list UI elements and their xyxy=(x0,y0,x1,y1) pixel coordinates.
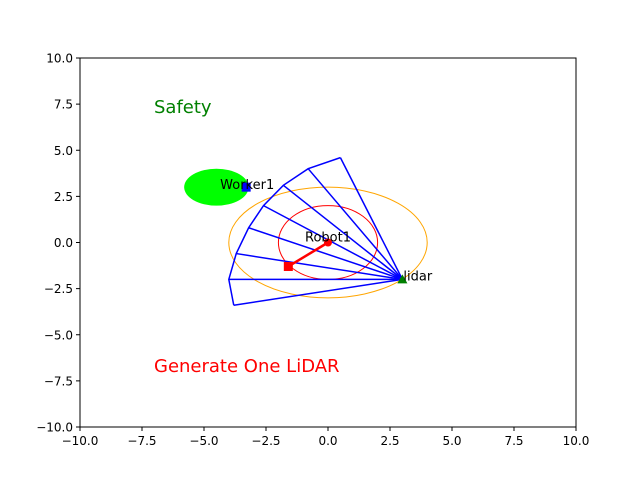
robot-label: Robot1 xyxy=(305,231,351,246)
lidar-label: lidar xyxy=(403,269,432,284)
x-tick-label: 0.0 xyxy=(318,434,337,448)
y-tick-label: 2.5 xyxy=(54,190,73,204)
lidar-ray-6 xyxy=(282,184,403,280)
y-tick-label: 0.0 xyxy=(54,236,73,250)
y-tick-label: −10.0 xyxy=(36,421,73,435)
robot-end-effector-marker xyxy=(283,261,293,271)
annotation-safety: Safety xyxy=(154,97,212,118)
safety-zone xyxy=(184,168,249,206)
y-tick-label: 5.0 xyxy=(54,144,73,158)
y-axis: −10.0 −7.5 −5.0 −2.5 0.0 2.5 5.0 7.5 10.0 xyxy=(36,52,80,435)
y-tick-label: −7.5 xyxy=(44,374,73,388)
x-tick-label: −5.0 xyxy=(189,434,218,448)
robot-arm-link xyxy=(287,241,329,268)
lidar-ray-8 xyxy=(339,157,404,280)
x-tick-label: 10.0 xyxy=(563,434,590,448)
lidar-ray-4 xyxy=(248,227,403,281)
y-tick-label: −5.0 xyxy=(44,328,73,342)
data-layer: Robot1 Worker1 lidar xyxy=(184,156,433,306)
lidar-sensor-marker xyxy=(397,274,408,284)
x-tick-label: −2.5 xyxy=(251,434,280,448)
x-tick-label: −7.5 xyxy=(127,434,156,448)
y-tick-label: 10.0 xyxy=(46,52,73,66)
worker-marker xyxy=(241,182,251,192)
x-axis: −10.0 −7.5 −5.0 −2.5 0.0 2.5 5.0 7.5 10.0 xyxy=(62,427,590,448)
robot-base-marker xyxy=(324,238,332,247)
lidar-ray-1 xyxy=(233,278,403,306)
lidar-scan-outline xyxy=(228,156,341,306)
y-tick-label: 7.5 xyxy=(54,98,73,112)
robot-outer-ellipse xyxy=(228,186,428,299)
lidar-ray-3 xyxy=(236,252,403,281)
x-tick-label: −10.0 xyxy=(62,434,99,448)
y-tick-label: −2.5 xyxy=(44,282,73,296)
x-tick-label: 5.0 xyxy=(442,434,461,448)
lidar-ray-7 xyxy=(307,168,403,280)
lidar-ray-5 xyxy=(263,204,403,281)
x-tick-label: 7.5 xyxy=(504,434,523,448)
x-tick-label: 2.5 xyxy=(380,434,399,448)
worker-label: Worker1 xyxy=(220,178,274,193)
annotation-generate-lidar: Generate One LiDAR xyxy=(154,356,340,377)
